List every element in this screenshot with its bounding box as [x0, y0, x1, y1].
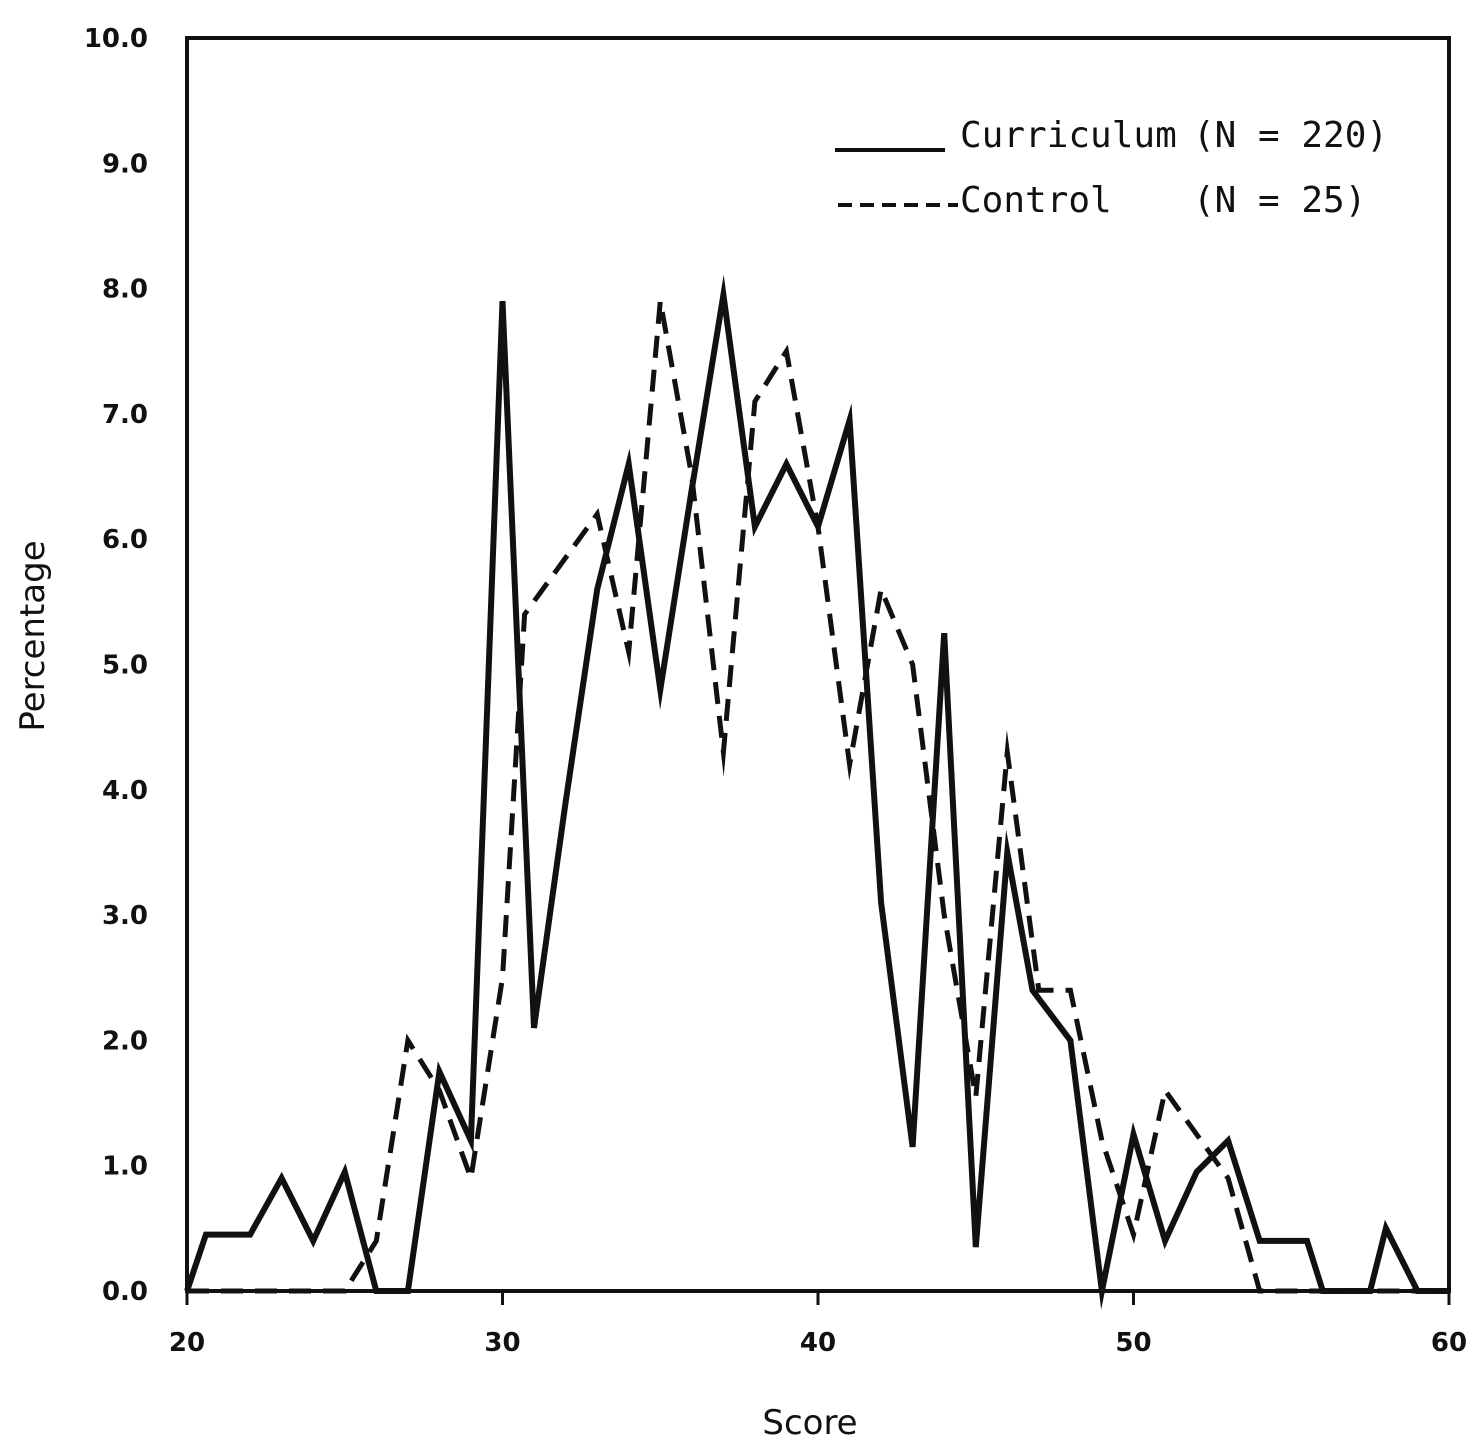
- x-tick-label: 30: [484, 1328, 520, 1358]
- legend: Curriculum (N = 220) Control (N = 25): [835, 115, 1388, 221]
- y-tick-label: 4.0: [102, 776, 148, 806]
- x-tick-label: 40: [800, 1328, 836, 1358]
- legend-label-curriculum: Curriculum: [960, 115, 1177, 156]
- y-tick-label: 3.0: [102, 901, 148, 931]
- tick-labels: 20 30 40 50 60 0.0 1.0 2.0 3.0 4.0 5.0 6.0 7.0 8.0 9.0…: [84, 24, 1467, 1358]
- y-tick-label: 2.0: [102, 1026, 148, 1056]
- y-tick-label: 5.0: [102, 651, 148, 681]
- y-tick-label: 9.0: [102, 149, 148, 179]
- y-tick-label: 8.0: [102, 275, 148, 305]
- plot-frame: [185, 36, 1451, 1293]
- legend-n-control: (N = 25): [1193, 180, 1366, 221]
- y-tick-label: 1.0: [102, 1152, 148, 1182]
- control-series-line: [187, 282, 1449, 1294]
- legend-n-curriculum: (N = 220): [1193, 115, 1388, 156]
- series-group: [184, 274, 1449, 1310]
- y-axis-title: Percentage: [13, 540, 53, 731]
- curriculum-series-line: [184, 274, 1449, 1310]
- x-axis-title: Score: [762, 1403, 857, 1443]
- y-tick-label: 6.0: [102, 525, 148, 555]
- y-tick-label: 7.0: [102, 400, 148, 430]
- x-tick-label: 20: [169, 1328, 205, 1358]
- legend-label-control: Control: [960, 180, 1112, 221]
- x-tick-label: 60: [1431, 1328, 1467, 1358]
- x-tick-label: 50: [1115, 1328, 1151, 1358]
- y-tick-label: 0.0: [102, 1277, 148, 1307]
- y-tick-label: 10.0: [84, 24, 148, 54]
